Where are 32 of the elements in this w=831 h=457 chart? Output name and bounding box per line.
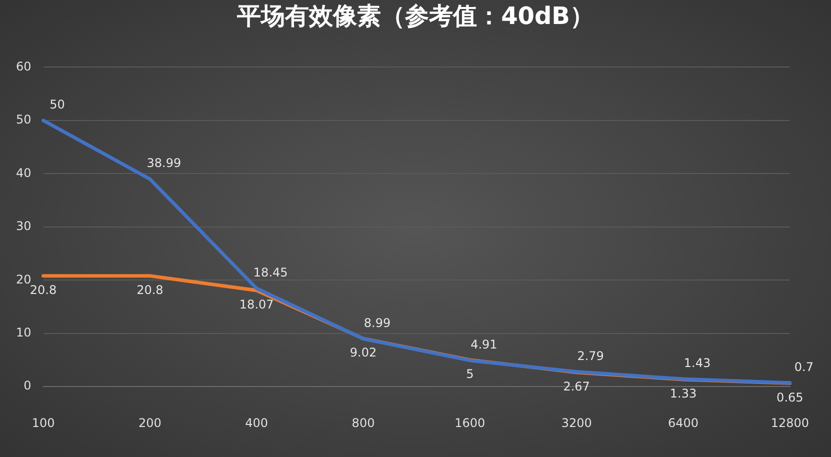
- x-tick-label: 1600: [454, 416, 486, 430]
- data-label: 0.65: [776, 390, 804, 404]
- x-tick-label: 200: [138, 416, 162, 430]
- data-label: 1.43: [684, 356, 711, 370]
- chart-title: 平场有效像素（参考值：40dB）: [236, 1, 595, 32]
- y-tick-label: 40: [16, 166, 32, 180]
- y-tick-label: 50: [16, 112, 32, 127]
- x-tick-label: 12800: [770, 416, 810, 430]
- y-tick-label: 60: [16, 59, 32, 74]
- data-label: 50: [50, 98, 65, 112]
- x-tick-label: 800: [352, 416, 375, 430]
- data-label: 1.33: [670, 386, 697, 401]
- y-tick-label: 20: [16, 272, 32, 286]
- data-label: 18.45: [253, 266, 288, 280]
- data-label: 0.7: [794, 360, 814, 374]
- y-tick-label: 0: [24, 378, 32, 393]
- data-label: 9.02: [350, 346, 377, 360]
- data-label: 2.79: [577, 348, 604, 363]
- data-label: 8.99: [364, 316, 391, 330]
- y-tick-label: 30: [16, 219, 32, 234]
- data-label: 20.8: [136, 283, 164, 297]
- x-tick-label: 100: [32, 416, 55, 430]
- x-tick-label: 6400: [668, 416, 699, 430]
- data-label: 4.91: [470, 338, 498, 352]
- x-tick-label: 400: [245, 416, 268, 430]
- data-label: 18.07: [239, 298, 274, 312]
- data-label: 5: [466, 367, 474, 382]
- data-label: 38.99: [146, 156, 182, 170]
- data-label: 2.67: [563, 380, 590, 394]
- y-tick-label: 10: [16, 325, 32, 340]
- x-tick-label: 3200: [561, 416, 592, 430]
- data-label: 20.8: [30, 283, 57, 297]
